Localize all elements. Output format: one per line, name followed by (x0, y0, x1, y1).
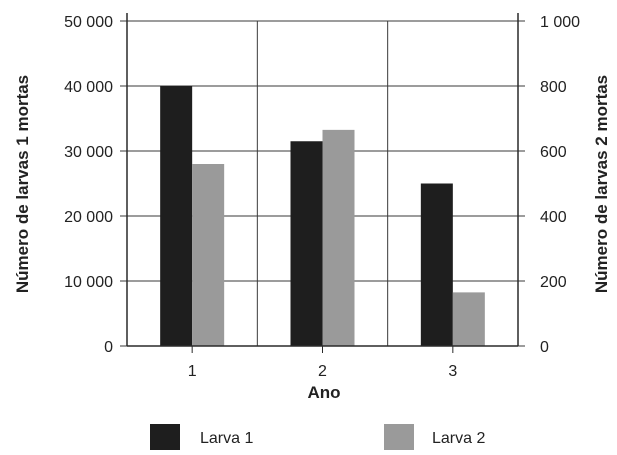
left-y-axis-title: Número de larvas 1 mortas (13, 75, 32, 293)
left-tick-label: 50 000 (64, 14, 113, 31)
right-tick-label: 600 (540, 144, 567, 161)
legend-swatch-larva-2 (384, 424, 414, 450)
legend: Larva 1 Larva 2 (150, 424, 485, 450)
bar-larva-2-ano-1 (192, 164, 225, 346)
bars (160, 86, 485, 346)
bar-larva-1-ano-2 (290, 141, 323, 346)
right-tick-label: 0 (540, 339, 549, 356)
right-tick-label: 1 000 (540, 14, 580, 31)
legend-label-larva-1: Larva 1 (200, 430, 253, 447)
left-tick-label: 40 000 (64, 79, 113, 96)
x-tick-label: 1 (188, 363, 197, 380)
axes (120, 13, 525, 353)
right-tick-label: 400 (540, 209, 567, 226)
x-tick-label: 3 (448, 363, 457, 380)
right-tick-label: 800 (540, 79, 567, 96)
legend-swatch-larva-1 (150, 424, 180, 450)
bar-larva-2-ano-2 (322, 129, 355, 346)
left-tick-label: 10 000 (64, 274, 113, 291)
right-y-axis-title: Número de larvas 2 mortas (592, 75, 611, 293)
left-tick-label: 20 000 (64, 209, 113, 226)
left-tick-label: 30 000 (64, 144, 113, 161)
tick-labels: 0 10 000 20 000 30 000 40 000 50 000 0 200 400 60… (64, 14, 580, 380)
x-tick-label: 2 (318, 363, 327, 380)
left-tick-label: 0 (104, 339, 113, 356)
x-axis-title: Ano (307, 383, 340, 402)
bar-larva-2-ano-3 (452, 292, 485, 346)
bar-larva-1-ano-3 (420, 183, 453, 346)
legend-label-larva-2: Larva 2 (432, 430, 485, 447)
bar-larva-1-ano-1 (160, 86, 193, 346)
right-tick-label: 200 (540, 274, 567, 291)
